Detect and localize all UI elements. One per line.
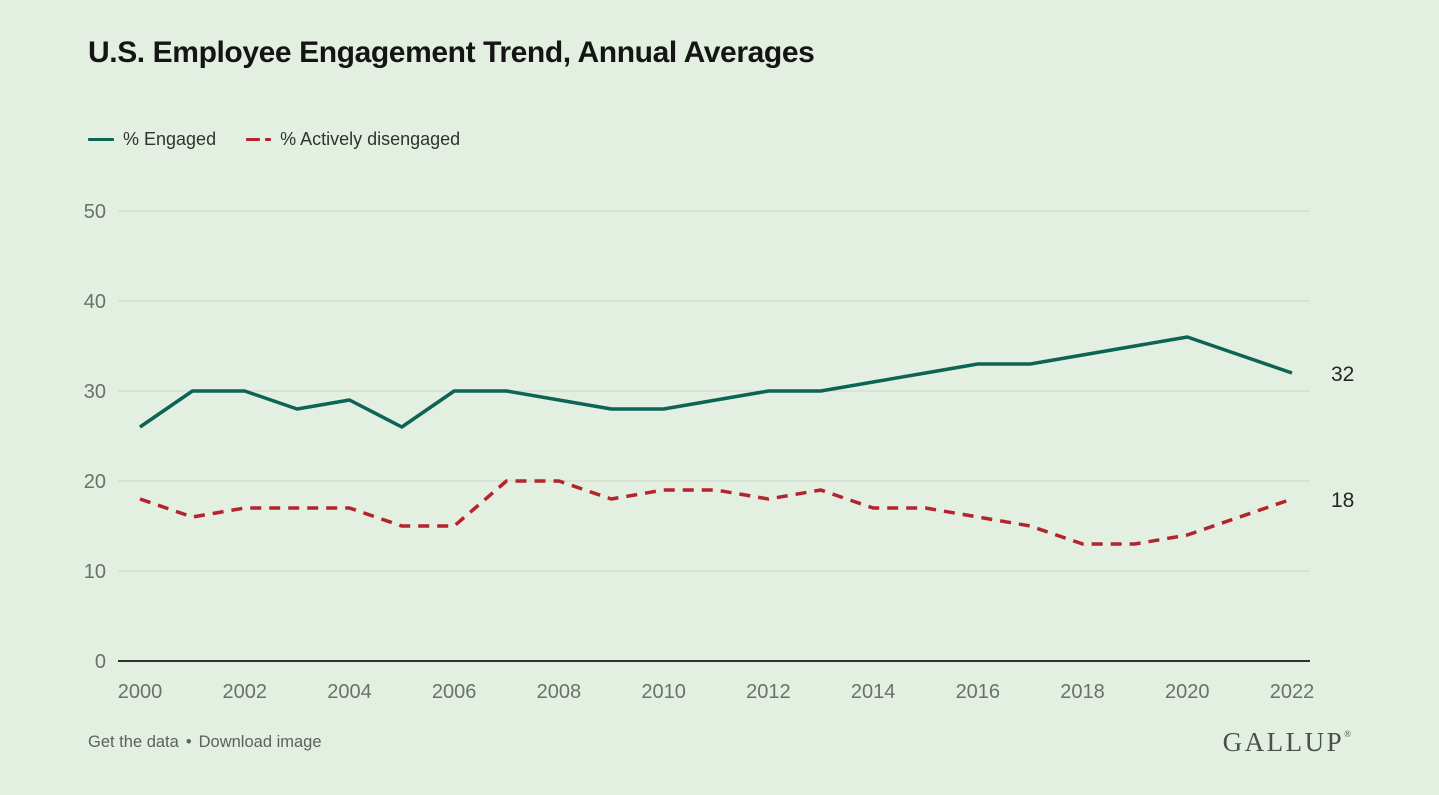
x-tick-label: 2006 <box>432 681 477 703</box>
engaged-end-label: 32 <box>1331 363 1354 386</box>
x-tick-label: 2016 <box>956 681 1001 703</box>
footer-links-separator: • <box>185 733 192 751</box>
y-tick-label: 50 <box>84 201 106 223</box>
registered-mark-icon: ® <box>1344 729 1351 739</box>
legend-item-actively-disengaged: % Actively disengaged <box>246 129 460 150</box>
x-tick-label: 2020 <box>1165 681 1210 703</box>
actively-disengaged-end-label: 18 <box>1331 489 1354 512</box>
page-title: U.S. Employee Engagement Trend, Annual A… <box>88 36 815 69</box>
x-tick-label: 2018 <box>1060 681 1105 703</box>
disengaged-line-swatch-icon <box>246 137 272 142</box>
gallup-logo: GALLUP® <box>1223 727 1351 758</box>
legend: % Engaged % Actively disengaged <box>88 129 460 150</box>
y-tick-label: 20 <box>84 471 106 493</box>
y-tick-label: 0 <box>95 651 106 673</box>
x-tick-label: 2012 <box>746 681 791 703</box>
y-tick-label: 40 <box>84 291 106 313</box>
legend-item-engaged: % Engaged <box>88 129 216 150</box>
x-tick-label: 2022 <box>1270 681 1315 703</box>
x-tick-label: 2004 <box>327 681 372 703</box>
download-image-link[interactable]: Download image <box>198 733 322 751</box>
x-tick-label: 2010 <box>641 681 686 703</box>
y-tick-label: 10 <box>84 561 106 583</box>
engaged-line-swatch-icon <box>88 137 114 142</box>
legend-label-actively-disengaged: % Actively disengaged <box>280 129 461 149</box>
x-tick-label: 2014 <box>851 681 896 703</box>
gallup-logo-text: GALLUP <box>1222 727 1345 757</box>
legend-label-engaged: % Engaged <box>123 129 217 149</box>
engaged-line <box>139 335 1293 429</box>
x-tick-label: 2008 <box>537 681 582 703</box>
get-the-data-link[interactable]: Get the data <box>88 733 179 751</box>
actively-disengaged-line <box>139 479 1293 546</box>
x-tick-label: 2000 <box>118 681 163 703</box>
x-tick-label: 2002 <box>222 681 267 703</box>
y-tick-label: 30 <box>84 381 106 403</box>
footer-links: Get the data • Download image <box>88 733 322 752</box>
